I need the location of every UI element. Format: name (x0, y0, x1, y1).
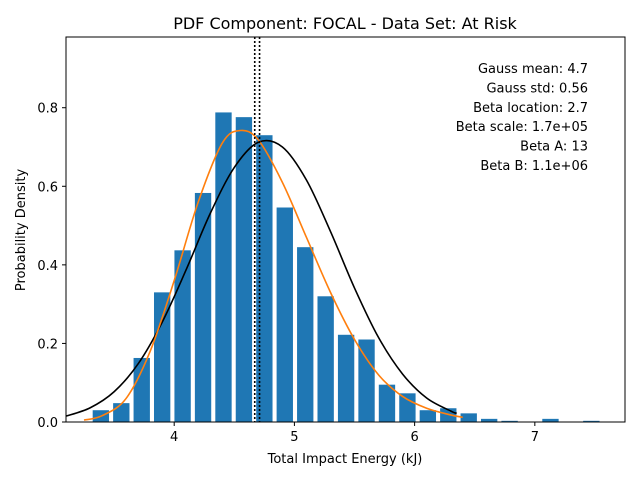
vlines-group (253, 37, 261, 422)
histogram-bar (501, 420, 518, 422)
histogram-bar (153, 292, 171, 422)
histogram-bar (480, 418, 498, 422)
histogram-bar (337, 334, 355, 422)
histogram-bar (378, 384, 396, 422)
histogram-bar (358, 339, 375, 422)
fit-curve-line (83, 129, 463, 421)
histogram-bar (113, 403, 130, 422)
histogram-bar (194, 192, 212, 422)
x-axis-ticks: 4 5 6 7 (170, 422, 539, 445)
x-tick-label: 6 (410, 430, 418, 445)
bars-group (92, 112, 600, 423)
annotation-text: Beta A: 13 (520, 140, 588, 155)
histogram-bar (174, 250, 191, 422)
annotation-text: Beta B: 1.1e+06 (480, 159, 588, 174)
x-tick-label: 4 (170, 430, 178, 445)
histogram-bar (542, 418, 559, 422)
y-tick-label: 0.0 (37, 416, 58, 431)
annotations-group: Gauss mean: 4.7 Gauss std: 0.56 Beta locat… (456, 62, 588, 174)
x-axis-label: Total Impact Energy (kJ) (267, 452, 423, 467)
y-tick-label: 0.4 (37, 259, 58, 274)
y-tick-label: 0.6 (37, 180, 58, 195)
histogram-bar (583, 420, 600, 422)
annotation-text: Gauss std: 0.56 (486, 81, 588, 96)
histogram-bar (276, 207, 293, 422)
x-tick-label: 7 (531, 430, 539, 445)
plot-frame (65, 36, 626, 423)
histogram-bar (215, 112, 232, 422)
y-axis-ticks: 0.0 0.2 0.4 0.6 0.8 (37, 102, 66, 431)
y-tick-label: 0.2 (37, 337, 58, 352)
annotation-text: Beta location: 2.7 (473, 101, 588, 116)
histogram-bar (235, 117, 253, 423)
y-axis-label: Probability Density (14, 169, 29, 292)
histogram-bar (133, 357, 150, 422)
y-tick-label: 0.8 (37, 102, 58, 117)
histogram-bar (317, 296, 334, 422)
histogram-bar (256, 135, 273, 422)
histogram-bar (460, 413, 477, 422)
histogram-bar (297, 247, 314, 422)
chart-title: PDF Component: FOCAL - Data Set: At Risk (173, 14, 517, 33)
annotation-text: Beta scale: 1.7e+05 (456, 120, 588, 135)
annotation-text: Gauss mean: 4.7 (478, 62, 588, 77)
histogram-bar (419, 410, 437, 422)
lines-group (65, 129, 463, 421)
histogram-bar (399, 393, 416, 422)
fit-curve-line (65, 139, 457, 417)
x-tick-label: 5 (290, 430, 298, 445)
